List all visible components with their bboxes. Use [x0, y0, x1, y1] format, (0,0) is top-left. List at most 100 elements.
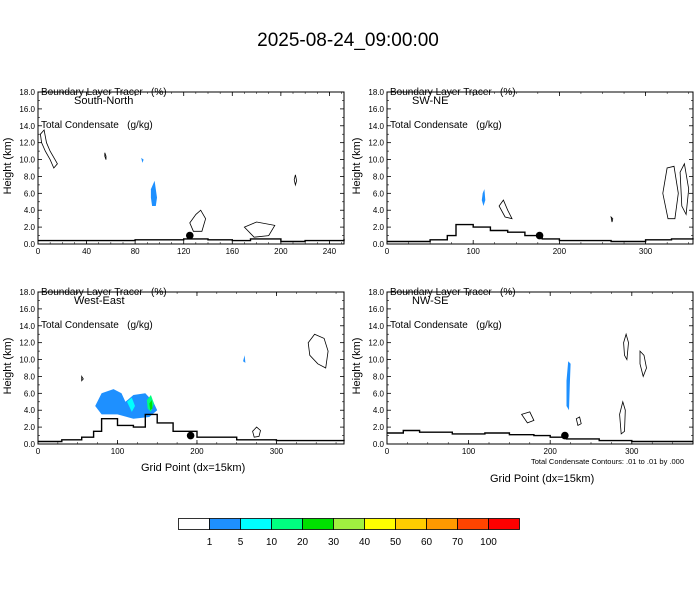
- y-tick-label: 12.0: [19, 139, 35, 148]
- colorbar-swatch: [271, 518, 303, 530]
- y-tick-label: 2.0: [24, 223, 36, 232]
- condensate-contour: [679, 162, 690, 216]
- y-tick-label: 0.0: [24, 440, 36, 449]
- plot-sw-ne: 0.0 2.0 4.0 6.0 8.0 10.0 12.0 14.0 16.0 18.0 0 100 2…: [368, 88, 694, 256]
- location-marker: [185, 231, 194, 240]
- x-tick-label: 300: [270, 447, 284, 456]
- tracer-region: [150, 180, 157, 206]
- y-tick-label: 4.0: [373, 406, 385, 415]
- tracer-region: [127, 397, 135, 412]
- tracer-region: [149, 400, 153, 411]
- panel-label: NW-SE: [412, 295, 448, 307]
- colorbar-label: 30: [328, 537, 340, 548]
- colorbar-label: 100: [480, 537, 497, 548]
- page-title: 2025-08-24_09:00:00: [257, 30, 439, 51]
- y-tick-label: 6.0: [24, 189, 36, 198]
- colorbar-label: 40: [359, 537, 371, 548]
- condensate-contour: [575, 416, 582, 426]
- condensate-contour: [252, 426, 261, 438]
- y-tick-label: 10.0: [19, 356, 35, 365]
- x-tick-label: 100: [467, 247, 481, 256]
- plot-nw-se: 0.0 2.0 4.0 6.0 8.0 10.0 12.0 14.0 16.0 18.0 0 100 2…: [368, 288, 694, 456]
- colorbar-swatch: [395, 518, 427, 530]
- x-tick-label: 100: [111, 447, 125, 456]
- colorbar-label: 1: [207, 537, 213, 548]
- y-tick-label: 18.0: [19, 88, 35, 97]
- condensate-contour: [307, 333, 329, 369]
- y-tick-label: 4.0: [373, 206, 385, 215]
- panel-label: South-North: [74, 95, 133, 107]
- colorbar-label: 20: [297, 537, 309, 548]
- y-tick-label: 14.0: [19, 122, 35, 131]
- colorbar-label: 70: [452, 537, 464, 548]
- y-tick-label: 8.0: [24, 172, 36, 181]
- y-tick-label: 8.0: [24, 372, 36, 381]
- y-tick-label: 4.0: [24, 406, 36, 415]
- condensate-contour: [520, 411, 535, 424]
- y-tick-label: 10.0: [368, 356, 384, 365]
- terrain-line: [387, 429, 693, 443]
- y-tick-label: 4.0: [24, 206, 36, 215]
- x-tick-label: 0: [385, 247, 390, 256]
- y-tick-label: 14.0: [368, 122, 384, 131]
- x-axis-label: Grid Point (dx=15km): [141, 462, 246, 474]
- panel-label: West-East: [74, 295, 125, 307]
- terrain-line: [38, 413, 345, 443]
- colorbar-swatch: [209, 518, 241, 530]
- colorbar-swatch: [302, 518, 334, 530]
- plot-west-east: 0.0 2.0 4.0 6.0 8.0 10.0 12.0 14.0 16.0 18.0 0 100 2…: [19, 288, 345, 456]
- y-tick-label: 2.0: [24, 423, 36, 432]
- colorbar-swatch: [457, 518, 489, 530]
- colorbar-swatch: [240, 518, 272, 530]
- condensate-contour: [662, 165, 679, 220]
- x-tick-label: 120: [177, 247, 191, 256]
- colorbar-swatch: [488, 518, 520, 530]
- plot-frame: [37, 291, 345, 445]
- y-tick-label: 10.0: [368, 156, 384, 165]
- plot-frame: [386, 291, 694, 445]
- y-tick-label: 12.0: [19, 339, 35, 348]
- condensate-contour: [610, 215, 614, 223]
- y-tick-label: 2.0: [373, 223, 385, 232]
- condensate-contour: [243, 221, 276, 238]
- condensate-contour: [498, 199, 513, 220]
- y-tick-label: 12.0: [368, 139, 384, 148]
- colorbar-swatch: [426, 518, 458, 530]
- y-tick-label: 0.0: [373, 440, 385, 449]
- y-tick-label: 14.0: [19, 322, 35, 331]
- condensate-contour: [81, 374, 84, 382]
- x-tick-label: 0: [36, 447, 41, 456]
- tracer-region: [481, 189, 486, 206]
- x-tick-label: 300: [639, 247, 653, 256]
- x-tick-label: 40: [82, 247, 91, 256]
- y-tick-label: 16.0: [19, 305, 35, 314]
- condensate-contour: [104, 152, 107, 160]
- condensate-contour: [623, 332, 629, 361]
- y-tick-label: 0.0: [24, 240, 36, 249]
- x-tick-label: 100: [462, 447, 476, 456]
- x-tick-label: 300: [625, 447, 639, 456]
- y-tick-label: 2.0: [373, 423, 385, 432]
- colorbar: 1 5 10 20 30 40 50 60 70 100: [178, 518, 520, 548]
- plot-frame: [386, 91, 694, 245]
- x-axis-label: Grid Point (dx=15km): [490, 473, 595, 485]
- condensate-contour: [189, 209, 207, 232]
- y-tick-label: 18.0: [19, 288, 35, 297]
- tracer-region: [566, 361, 571, 411]
- subtitle-condensate: Total Condensate (g/kg): [390, 320, 502, 331]
- x-tick-label: 160: [226, 247, 240, 256]
- tracer-region: [141, 157, 144, 163]
- y-tick-label: 14.0: [368, 322, 384, 331]
- y-tick-label: 10.0: [19, 156, 35, 165]
- tracer-region: [243, 355, 246, 363]
- x-tick-label: 200: [190, 447, 204, 456]
- x-tick-label: 80: [131, 247, 140, 256]
- y-tick-label: 0.0: [373, 240, 385, 249]
- colorbar-label: 5: [238, 537, 244, 548]
- y-tick-label: 16.0: [368, 305, 384, 314]
- terrain-line: [38, 238, 345, 243]
- y-tick-label: 6.0: [373, 389, 385, 398]
- y-tick-label: 16.0: [19, 105, 35, 114]
- colorbar-label: 10: [266, 537, 278, 548]
- x-tick-label: 0: [385, 447, 390, 456]
